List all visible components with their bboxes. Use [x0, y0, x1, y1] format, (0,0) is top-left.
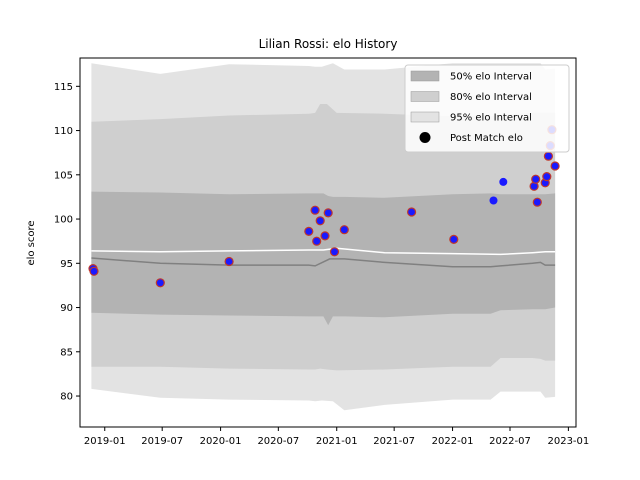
y-axis: 80 85 90 95 100 105 110 115: [54, 82, 80, 403]
post-match-point: [224, 256, 234, 267]
y-tick-label: 115: [54, 82, 73, 93]
post-match-point: [329, 247, 340, 257]
post-match-point: [320, 231, 330, 241]
post-match-point: [543, 151, 554, 161]
y-tick-label: 85: [60, 347, 73, 358]
post-match-point: [531, 174, 541, 184]
x-tick-label: 2019-01: [84, 436, 126, 447]
y-tick-label: 80: [60, 392, 73, 403]
post-match-point: [542, 172, 552, 182]
post-match-point: [315, 216, 325, 226]
y-tick-label: 90: [60, 303, 73, 314]
band-50-interval: [91, 191, 556, 326]
legend-label: 50% elo Interval: [450, 72, 532, 83]
post-match-point: [550, 161, 560, 171]
post-match-point: [310, 205, 320, 215]
x-axis: 2019-01 2019-07 2020-01 2020-07 2021-01 2021-…: [84, 427, 589, 447]
y-tick-label: 100: [54, 215, 73, 226]
x-tick-label: 2019-07: [141, 436, 183, 447]
post-match-point: [312, 236, 322, 246]
y-tick-label: 95: [60, 259, 73, 270]
x-tick-label: 2023-01: [547, 436, 589, 447]
legend-box: [404, 64, 570, 153]
post-match-point: [499, 177, 508, 186]
x-tick-label: 2022-07: [489, 436, 531, 447]
post-match-point: [89, 266, 99, 276]
legend-swatch: [410, 91, 440, 102]
legend: 50% elo Interval 80% elo Interval 95% elo …: [404, 64, 570, 153]
post-match-point: [155, 278, 165, 288]
y-tick-label: 105: [54, 170, 73, 181]
chart-title: Lilian Rossi: elo History: [259, 37, 398, 51]
post-match-point: [449, 234, 459, 244]
x-tick-label: 2021-07: [373, 436, 415, 447]
post-match-point: [489, 196, 498, 205]
legend-marker: [419, 132, 431, 143]
y-tick-label: 110: [54, 126, 73, 137]
x-tick-label: 2022-01: [432, 436, 474, 447]
post-match-point: [407, 207, 417, 217]
x-tick-label: 2021-01: [316, 436, 358, 447]
x-tick-label: 2020-07: [257, 436, 299, 447]
trend-lines: [91, 247, 556, 268]
legend-swatch: [410, 70, 440, 82]
legend-swatch: [410, 111, 440, 123]
post-match-point: [304, 226, 314, 236]
y-axis-label: elo score: [26, 220, 37, 265]
post-match-point: [339, 225, 349, 235]
x-tick-label: 2020-01: [200, 436, 242, 447]
trend-line-1: [91, 257, 556, 268]
trend-line-2: [91, 247, 556, 256]
legend-label: Post Match elo: [450, 133, 523, 144]
post-match-point: [532, 197, 542, 207]
legend-label: 80% elo Interval: [450, 92, 532, 103]
legend-label: 95% elo Interval: [450, 113, 532, 124]
post-match-point: [323, 208, 333, 218]
plot-frame: [79, 57, 577, 428]
